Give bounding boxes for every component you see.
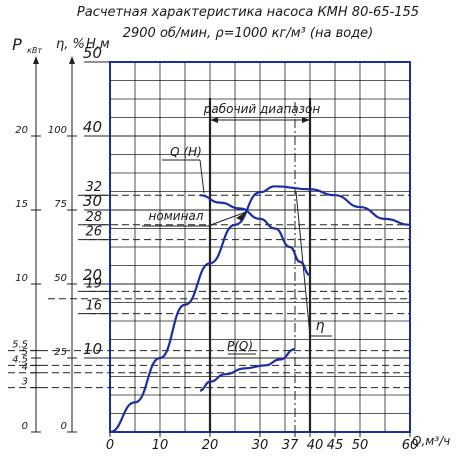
efficiency-axis-arrow xyxy=(69,56,75,64)
power-tick-label: 0 xyxy=(22,421,28,432)
curves xyxy=(109,185,411,434)
efficiency-axis-title: η, % xyxy=(56,37,85,52)
x-tick-label: 40 xyxy=(307,438,324,453)
annotations: Q (H) η P(Q) рабочий диапазон номинал xyxy=(142,102,332,355)
head-axis-title: Н,м xyxy=(86,37,110,52)
head-tick-label: 50 xyxy=(83,44,102,62)
series-label-head: Q (H) xyxy=(170,145,202,159)
head-curve xyxy=(199,194,311,277)
power-axis-title: Р xyxy=(12,35,22,54)
nominal-pointer xyxy=(236,212,246,221)
series-label-power: P(Q) xyxy=(227,339,253,353)
working-range-arrow xyxy=(302,117,310,123)
head-tick-label: 32 xyxy=(85,180,102,195)
guide-lines xyxy=(8,98,410,432)
power-axis-arrow xyxy=(33,56,39,64)
x-axis-title: Q,м³/ч xyxy=(412,434,450,448)
power-tick-label: 20 xyxy=(15,125,28,136)
x-tick-label: 20 xyxy=(202,438,219,453)
efficiency-tick-label: 50 xyxy=(54,273,67,284)
efficiency-tick-label: 100 xyxy=(48,125,67,136)
x-tick-label: 50 xyxy=(352,438,369,453)
efficiency-tick-label: 25 xyxy=(54,347,67,358)
x-tick-label: 37 xyxy=(282,438,299,453)
grid xyxy=(109,61,411,433)
chart-title: Расчетная характеристика насоса КМН 80-6… xyxy=(77,5,419,20)
power-tick-label: 15 xyxy=(15,199,28,210)
power-curve xyxy=(199,348,296,392)
head-tick-label: 16 xyxy=(85,299,102,314)
head-tick-label: 10 xyxy=(83,340,102,358)
x-tick-label: 30 xyxy=(252,438,269,453)
working-range-label: рабочий диапазон xyxy=(203,102,321,116)
x-tick-label: 45 xyxy=(327,438,344,453)
head-tick-label: 28 xyxy=(85,210,102,225)
head-tick-label: 40 xyxy=(83,118,102,136)
power-tick-label: 10 xyxy=(15,273,28,284)
efficiency-tick-label: 75 xyxy=(54,199,67,210)
x-tick-label: 60 xyxy=(402,438,419,453)
efficiency-tick-label: 0 xyxy=(61,421,67,432)
leader-line xyxy=(199,159,205,194)
leader-line xyxy=(207,211,247,227)
axes xyxy=(31,56,411,437)
head-tick-label: 30 xyxy=(83,192,102,210)
efficiency-curve xyxy=(109,185,411,434)
nominal-label: номинал xyxy=(149,209,204,223)
series-label-efficiency: η xyxy=(316,318,325,334)
head-tick-label: 26 xyxy=(85,225,102,240)
power-tick-label: 3 xyxy=(22,377,28,388)
power-tick-label: 4 xyxy=(22,362,28,373)
head-tick-label: 20 xyxy=(83,266,102,284)
power-tick-label: 4.5 xyxy=(12,354,28,365)
power-axis-unit: кВт xyxy=(27,46,42,55)
chart-subtitle: 2900 об/мин, ρ=1000 кг/м³ (на воде) xyxy=(123,26,374,41)
working-range-arrow xyxy=(210,117,218,123)
power-tick-label: 5 xyxy=(22,347,28,358)
leader-line xyxy=(295,191,311,337)
x-tick-label: 0 xyxy=(106,438,114,453)
x-tick-label: 10 xyxy=(152,438,169,453)
power-tick-label: 5.5 xyxy=(12,340,28,351)
head-tick-label: 19 xyxy=(85,276,102,291)
